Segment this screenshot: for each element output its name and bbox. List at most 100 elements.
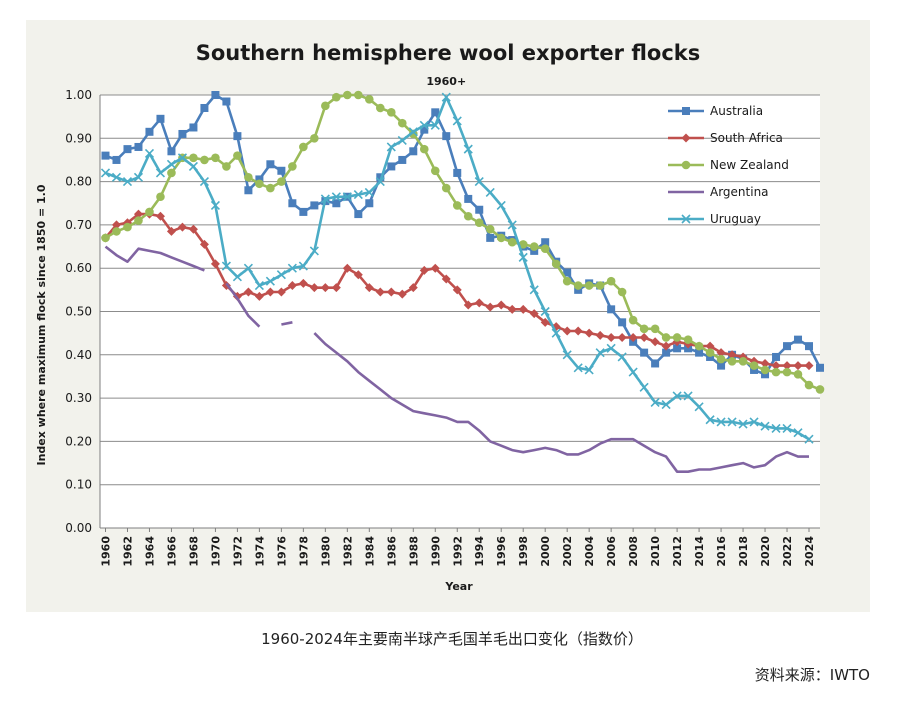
legend-marker	[681, 160, 691, 170]
x-tick-label: 1960	[99, 536, 112, 567]
x-tick-label: 1996	[495, 536, 508, 567]
data-point	[606, 343, 616, 353]
data-point	[332, 199, 341, 208]
data-point	[375, 177, 385, 187]
data-point	[760, 421, 770, 431]
data-point	[453, 168, 462, 177]
data-point	[211, 91, 220, 99]
data-point	[782, 367, 792, 377]
data-point	[717, 361, 726, 370]
data-point	[683, 391, 693, 401]
data-point	[133, 172, 144, 182]
data-point	[518, 252, 528, 262]
data-point	[694, 402, 704, 412]
series-line	[313, 332, 809, 474]
data-point	[376, 103, 385, 113]
data-point	[441, 274, 451, 284]
data-point	[243, 263, 253, 273]
data-point	[199, 239, 209, 249]
data-point	[540, 244, 550, 254]
data-point	[782, 423, 792, 433]
data-point	[793, 369, 803, 379]
data-point	[321, 101, 330, 111]
x-tick-label: 1980	[319, 536, 332, 567]
legend-label: New Zealand	[710, 158, 789, 172]
data-point	[617, 287, 627, 297]
data-point	[661, 333, 671, 342]
x-tick-label: 2004	[583, 536, 596, 567]
data-point	[122, 177, 133, 187]
data-point	[507, 237, 517, 247]
data-point	[771, 367, 781, 377]
data-point	[804, 380, 814, 390]
data-point	[287, 263, 297, 273]
data-point	[134, 216, 143, 225]
data-point	[463, 144, 473, 154]
x-tick-label: 1984	[363, 536, 376, 567]
data-point	[749, 417, 759, 427]
data-point	[650, 337, 660, 347]
data-point	[331, 192, 341, 202]
data-point	[727, 417, 737, 427]
legend-marker	[681, 214, 691, 224]
data-point	[376, 173, 385, 182]
x-tick-label: 2024	[803, 536, 816, 567]
data-point	[706, 352, 715, 361]
data-point	[111, 172, 122, 182]
y-tick-label: 0.60	[65, 261, 92, 275]
data-point	[144, 148, 155, 159]
data-point	[738, 419, 748, 429]
data-point	[628, 315, 638, 325]
data-point	[606, 276, 616, 286]
data-point	[639, 382, 649, 392]
data-point	[529, 242, 539, 251]
x-tick-label: 2010	[649, 536, 662, 567]
data-point	[474, 177, 484, 187]
data-point	[562, 276, 572, 286]
data-point	[189, 153, 198, 163]
legend-label: Argentina	[710, 185, 769, 199]
data-point	[530, 246, 539, 255]
data-point	[782, 361, 792, 371]
data-point	[276, 270, 286, 280]
series-uruguay	[100, 92, 814, 444]
series-line	[104, 245, 205, 272]
data-point	[244, 172, 253, 182]
x-tick-label: 1970	[209, 536, 222, 567]
data-point	[705, 348, 715, 357]
data-point	[398, 155, 407, 164]
data-point	[783, 342, 792, 351]
legend-label: Uruguay	[710, 212, 761, 226]
series-argentina	[104, 245, 809, 474]
y-tick-label: 0.20	[65, 434, 92, 448]
data-point	[562, 350, 572, 360]
data-point	[310, 201, 319, 210]
data-point	[298, 278, 308, 288]
data-point	[100, 168, 111, 178]
data-point	[386, 287, 396, 297]
data-point	[221, 261, 231, 271]
data-point	[474, 298, 484, 308]
data-point	[518, 304, 528, 314]
x-tick-label: 2012	[671, 536, 684, 567]
y-tick-label: 1.00	[65, 88, 92, 102]
data-point	[496, 200, 506, 210]
data-point	[233, 132, 242, 141]
data-point	[397, 118, 407, 128]
y-axis-title: Index where maximum flock since 1850 = 1…	[35, 184, 48, 465]
data-point	[420, 125, 429, 134]
data-point	[640, 348, 649, 357]
x-tick-label: 2008	[627, 536, 640, 567]
data-point	[233, 151, 242, 160]
data-point	[452, 116, 462, 126]
data-point	[299, 207, 308, 216]
data-point	[265, 276, 275, 286]
data-point	[463, 300, 473, 310]
data-point	[793, 428, 803, 438]
data-point	[332, 92, 341, 102]
data-point	[617, 352, 627, 362]
figure-caption: 1960-2024年主要南半球产毛国羊毛出口变化（指数价）	[261, 630, 643, 648]
data-point	[408, 283, 418, 293]
data-point	[200, 103, 209, 112]
data-point	[716, 417, 726, 427]
